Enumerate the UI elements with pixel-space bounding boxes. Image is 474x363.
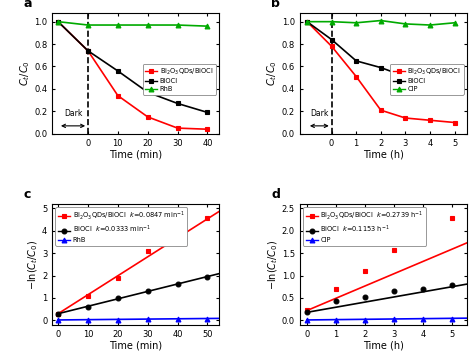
Legend: Bi$_2$O$_3$QDs/BiOCl  $k$=0.2739 h$^{-1}$, BiOCl  $k$=0.1153 h$^{-1}$, CIP: Bi$_2$O$_3$QDs/BiOCl $k$=0.2739 h$^{-1}$…: [303, 207, 426, 246]
Legend: Bi$_2$O$_3$QDs/BiOCl, BiOCl, RhB: Bi$_2$O$_3$QDs/BiOCl, BiOCl, RhB: [143, 64, 216, 95]
Y-axis label: $-$ln($C_t$/$C_0$): $-$ln($C_t$/$C_0$): [26, 239, 40, 290]
Text: d: d: [271, 188, 280, 201]
X-axis label: Time (min): Time (min): [109, 150, 162, 160]
Y-axis label: $C_t$/$C_0$: $C_t$/$C_0$: [18, 60, 32, 86]
Text: Dark: Dark: [310, 109, 328, 118]
Legend: Bi$_2$O$_3$QDs/BiOCl  $k$=0.0847 min$^{-1}$, BiOCl  $k$=0.0333 min$^{-1}$, RhB: Bi$_2$O$_3$QDs/BiOCl $k$=0.0847 min$^{-1…: [55, 207, 188, 246]
X-axis label: Time (h): Time (h): [363, 150, 404, 160]
Y-axis label: $C_t$/$C_0$: $C_t$/$C_0$: [265, 60, 280, 86]
Text: b: b: [271, 0, 280, 10]
Y-axis label: $-$ln($C_t$/$C_0$): $-$ln($C_t$/$C_0$): [266, 239, 280, 290]
Text: a: a: [24, 0, 32, 10]
Text: Dark: Dark: [64, 109, 82, 118]
Legend: Bi$_2$O$_3$QDs/BiOCl, BiOCl, CIP: Bi$_2$O$_3$QDs/BiOCl, BiOCl, CIP: [390, 64, 464, 95]
Text: c: c: [24, 188, 31, 201]
X-axis label: Time (min): Time (min): [109, 341, 162, 351]
X-axis label: Time (h): Time (h): [363, 341, 404, 351]
